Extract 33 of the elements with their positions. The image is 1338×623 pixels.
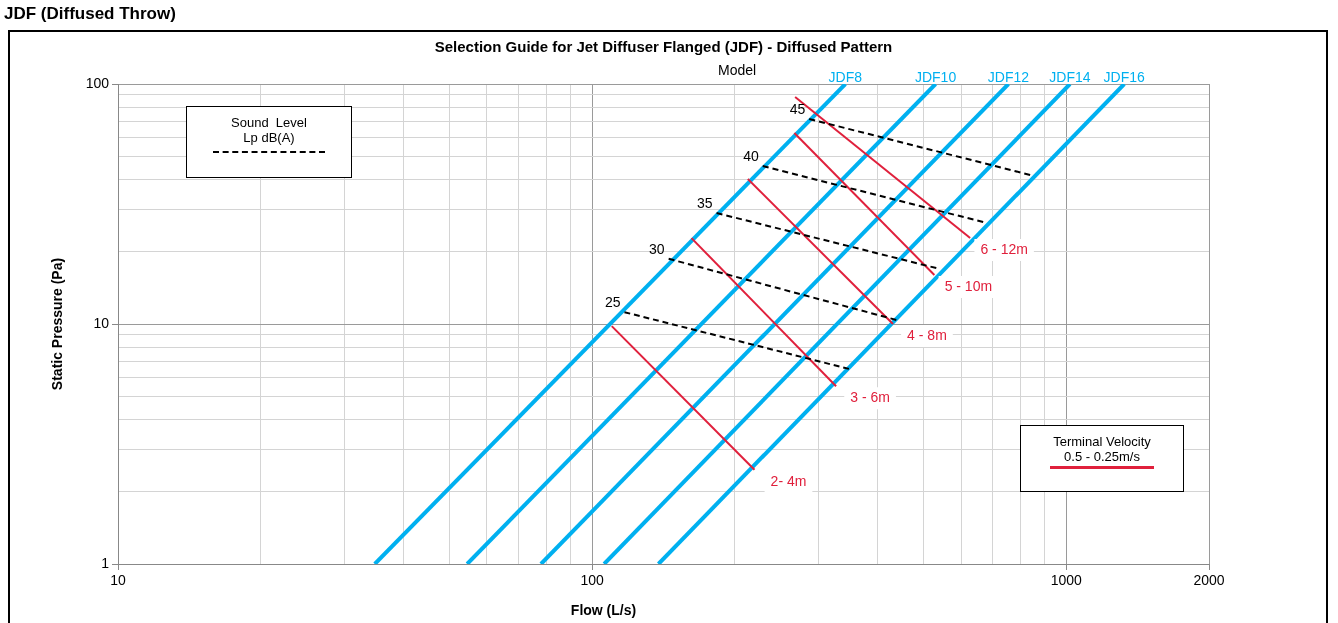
series-label: JDF8 bbox=[828, 69, 863, 85]
series-label: 3 - 6m bbox=[850, 389, 890, 406]
series-label: 30 bbox=[649, 240, 665, 257]
series-label: 4 - 8m bbox=[907, 326, 947, 343]
text: JDF (Diffused Throw) bbox=[4, 4, 176, 24]
series-label: 5 - 10m bbox=[944, 277, 993, 294]
sound-level-key: Sound Level Lp dB(A) bbox=[186, 106, 352, 178]
series-label: JDF14 bbox=[1049, 69, 1091, 85]
x-tick-label: 100 bbox=[580, 572, 605, 589]
x-tick-label: 1000 bbox=[1050, 572, 1083, 589]
y-tick-label: 10 bbox=[93, 314, 110, 331]
series-label: JDF12 bbox=[987, 69, 1030, 85]
series-label: JDF10 bbox=[914, 69, 957, 85]
series-label: 6 - 12m bbox=[980, 240, 1028, 257]
x-tick-label: 10 bbox=[110, 572, 126, 589]
terminal-velocity-key: Terminal Velocity 0.5 - 0.25m/s bbox=[1020, 425, 1184, 492]
annotation: Terminal Velocity bbox=[1052, 434, 1152, 449]
series-label: JDF16 bbox=[1103, 69, 1146, 85]
y-tick-label: 100 bbox=[85, 74, 110, 91]
text: Model bbox=[718, 62, 757, 78]
annotation: Sound Level bbox=[230, 115, 308, 130]
x-tick-label: 2000 bbox=[1193, 572, 1225, 589]
y-axis-title: Static Pressure (Pa) bbox=[48, 257, 65, 391]
x-axis-title: Flow (L/s) bbox=[570, 601, 637, 618]
series-label: 35 bbox=[697, 194, 713, 211]
series-label: 2- 4m bbox=[770, 472, 807, 489]
series-label: 25 bbox=[604, 294, 621, 311]
y-tick-label: 1 bbox=[101, 554, 110, 571]
annotation: Lp dB(A) bbox=[242, 130, 296, 145]
series-label: 40 bbox=[743, 147, 759, 164]
annotation: 0.5 - 0.25m/s bbox=[1063, 449, 1141, 464]
chart-title: Selection Guide for Jet Diffuser Flanged (JDF) - Diffused Pattern bbox=[433, 38, 894, 55]
series-label: 45 bbox=[789, 100, 806, 117]
